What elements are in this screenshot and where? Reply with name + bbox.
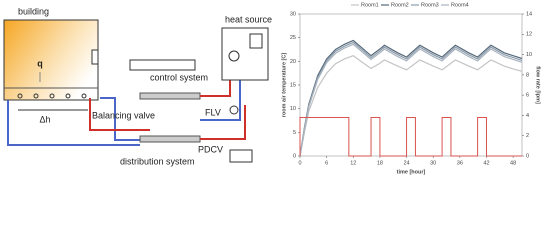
line: [299, 39, 523, 157]
line: [299, 116, 522, 157]
label: control system: [150, 72, 208, 82]
sensor: [91, 49, 99, 65]
manifold: [139, 92, 201, 100]
y-tick-label: 15: [290, 82, 296, 88]
pipe: [7, 97, 145, 146]
y-tick-label: 20: [290, 59, 296, 65]
label: Balancing valve: [92, 110, 155, 120]
label: FLV: [205, 107, 221, 117]
label: distribution system: [120, 156, 195, 166]
y-tick-label: 30: [290, 11, 296, 17]
line: [299, 54, 523, 157]
legend-label: Room2: [391, 2, 409, 8]
building-box: [3, 19, 99, 101]
x-tick-label: 24: [403, 160, 409, 166]
y2-tick-label: 0: [526, 153, 529, 159]
y2-tick-label: 14: [526, 11, 532, 17]
x-tick-label: 48: [510, 160, 516, 166]
y2-tick-label: 8: [526, 72, 529, 78]
x-tick-label: 6: [325, 160, 328, 166]
legend-label: Room3: [421, 2, 439, 8]
x-tick-label: 12: [350, 160, 356, 166]
y2-tick-label: 12: [526, 32, 532, 38]
plot-frame: [299, 13, 523, 157]
control-box: [129, 59, 196, 71]
x-tick-label: 36: [457, 160, 463, 166]
x-tick-label: 18: [377, 160, 383, 166]
label: PDCV: [198, 144, 223, 154]
y-tick-label: 5: [293, 130, 296, 136]
label: Δh: [39, 114, 50, 124]
y2-tick-label: 10: [526, 52, 532, 58]
y2-axis-label: flow rate [lpm]: [535, 66, 541, 104]
y-axis-label: room air temperature [C]: [281, 53, 287, 118]
legend-label: Room4: [451, 2, 469, 8]
x-tick-label: 0: [298, 160, 301, 166]
manifold: [139, 135, 201, 143]
legend-label: Room1: [361, 2, 379, 8]
exchanger: [229, 149, 253, 163]
label: building: [18, 6, 49, 16]
y2-tick-label: 4: [526, 113, 529, 119]
y-tick-label: 10: [290, 106, 296, 112]
heat-source-box: [221, 27, 269, 81]
x-tick-label: 42: [483, 160, 489, 166]
y-tick-label: 25: [290, 35, 296, 41]
y2-tick-label: 6: [526, 93, 529, 99]
label: heat source: [225, 14, 272, 24]
pipe: [89, 98, 150, 131]
y2-tick-label: 2: [526, 133, 529, 139]
line: [299, 41, 523, 157]
x-tick-label: 30: [430, 160, 436, 166]
figure: building q Δh control system heat source…: [3, 2, 541, 175]
diagram: building q Δh control system heat source…: [3, 6, 272, 166]
label: q: [37, 58, 43, 68]
y-tick-label: 0: [293, 153, 296, 159]
line: [299, 43, 523, 157]
x-axis-label: time [hour]: [397, 169, 426, 175]
pipe: [200, 70, 241, 121]
